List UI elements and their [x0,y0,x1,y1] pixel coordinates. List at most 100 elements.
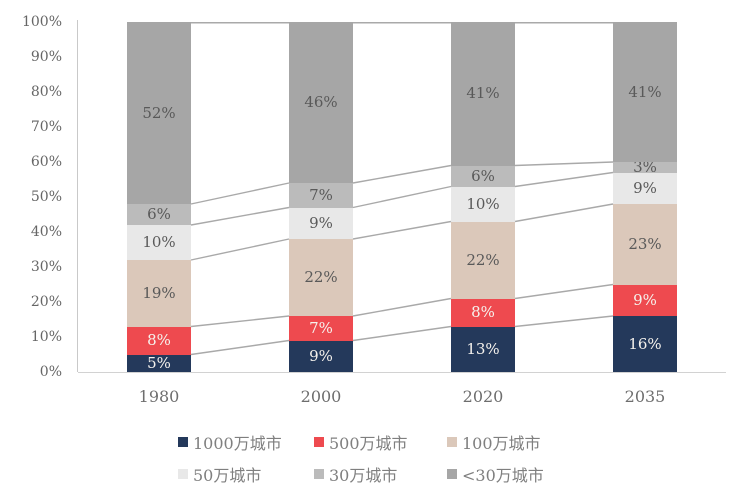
x-axis-tick-label: 2020 [462,387,504,406]
bar-segment-data-label: 8% [147,331,171,349]
bar-segment: 13% [451,326,515,372]
legend-label: 100万城市 [462,433,541,453]
bar-segment-data-label: 10% [466,194,500,213]
legend-item: 1000万城市 [178,431,314,453]
series-connector-line [514,315,614,328]
bar-segment: 10% [451,186,515,222]
y-axis-tick-label: 60% [30,154,62,170]
bar-segment: 46% [289,22,353,183]
series-connector-line [352,325,452,342]
legend-swatch-icon [447,436,457,447]
bar-segment: 9% [289,340,353,372]
series-connector-line [190,182,290,205]
bar-segment-data-label: 19% [142,283,176,302]
y-axis-tick-label: 40% [30,224,62,240]
bar-segment: 19% [127,260,191,327]
series-connector-line [514,171,614,188]
y-axis-line [77,20,78,372]
legend-swatch-icon [178,436,188,447]
bar-segment-data-label: 6% [471,166,495,185]
bar-segment-data-label: 46% [304,93,338,111]
legend-label: 50万城市 [193,465,262,485]
bar-segment-data-label: 9% [309,213,333,232]
chart-legend: 1000万城市 500万城市 100万城市 50万城市 30万城市 <30万城市 [178,431,544,485]
bar-segment: 52% [127,22,191,204]
series-connector-line [190,206,290,226]
y-axis-tick-label: 70% [30,119,62,135]
bar-segment-data-label: 22% [466,250,500,269]
bar-segment: 8% [451,298,515,327]
series-connector-line [514,283,614,300]
series-connector-line [352,185,452,209]
y-axis-tick-label: 90% [30,49,62,65]
bar-segment: 6% [451,165,515,187]
y-axis-tick-label: 80% [30,84,62,100]
series-connector-line [352,164,452,184]
legend-item: 100万城市 [447,431,544,453]
bar-segment: 9% [613,172,677,204]
bar-segment-data-label: 7% [309,318,333,337]
series-connector-line [352,220,452,240]
bar-segment: 5% [127,353,191,372]
legend-swatch-icon [178,468,188,479]
bar-segment-data-label: 41% [466,84,500,103]
x-axis-tick-label: 2000 [300,387,342,406]
bar-segment-data-label: 22% [304,268,338,286]
bar-segment: 6% [127,204,191,225]
bar-segment-data-label: 13% [466,339,500,358]
x-axis-tick-label: 1980 [138,387,180,406]
bar-segment: 7% [289,316,353,341]
y-axis-tick-label: 50% [30,189,62,205]
bar-segment-data-label: 16% [628,334,662,353]
series-connector-line [190,238,290,261]
bar-segment-data-label: 7% [309,185,333,204]
bar-segment-data-label: 9% [633,290,657,309]
legend-item: <30万城市 [447,463,544,485]
legend-label: <30万城市 [462,465,544,485]
legend-label: 500万城市 [329,433,408,453]
bar-segment: 41% [451,22,515,166]
bar-segment-data-label: 52% [142,103,176,122]
bar-segment: 23% [613,204,677,285]
bar-segment: 9% [289,207,353,239]
bar-segment-data-label: 9% [309,346,333,365]
bar-segment: 41% [613,22,677,162]
legend-swatch-icon [314,468,324,479]
bar-segment: 8% [127,326,191,355]
bar-segment: 22% [451,221,515,299]
bar-segment-data-label: 3% [633,157,657,176]
legend-item: 500万城市 [314,431,447,453]
bar-segment-data-label: 10% [142,233,176,251]
legend-swatch-icon [447,468,457,479]
bar-segment: 9% [613,284,677,316]
bar-segment-data-label: 5% [147,353,171,372]
bar-segment-data-label: 8% [471,303,495,321]
legend-label: 1000万城市 [193,433,282,453]
bar-segment: 22% [289,239,353,316]
series-connector-line [352,297,452,317]
bar-segment-data-label: 6% [147,205,171,223]
legend-swatch-icon [314,436,324,447]
series-connector-line [514,203,614,223]
legend-label: 30万城市 [329,465,398,485]
y-axis-tick-label: 100% [21,14,62,30]
series-connector-line [190,339,290,356]
bar-segment-data-label: 41% [628,82,662,101]
bar-segment-data-label: 9% [633,178,657,197]
y-axis-tick-label: 10% [30,329,62,345]
y-axis-tick-label: 30% [30,259,62,275]
bar-segment: 3% [613,157,677,176]
bar-segment: 16% [613,316,677,372]
y-axis-tick-label: 0% [39,364,62,380]
x-axis-line [78,372,726,373]
x-axis-tick-label: 2035 [624,387,666,406]
legend-item: 50万城市 [178,463,314,485]
bar-segment-data-label: 23% [628,234,662,253]
bar-segment: 10% [127,225,191,260]
y-axis-tick-label: 20% [30,294,62,310]
series-connector-line [514,161,614,167]
legend-item: 30万城市 [314,463,447,485]
bar-segment: 7% [289,183,353,208]
series-connector-line [190,315,290,328]
